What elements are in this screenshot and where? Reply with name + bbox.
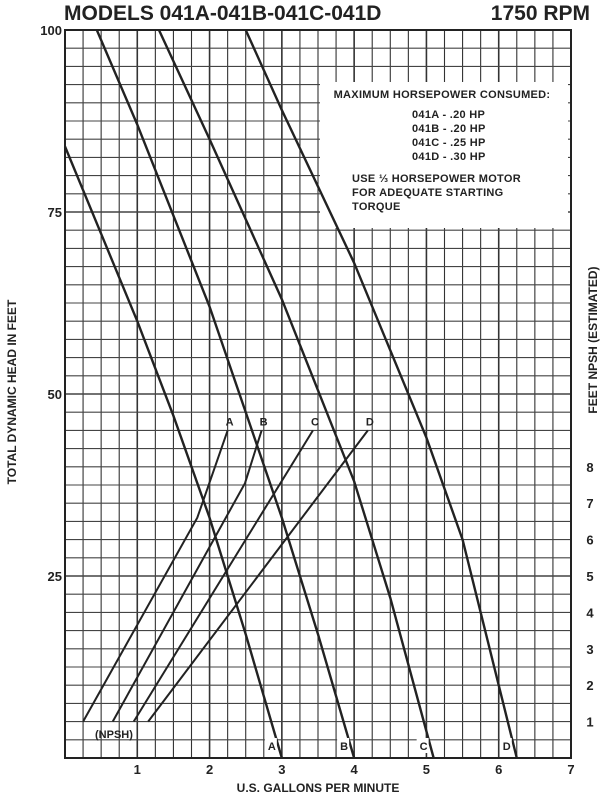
head-label-b: B <box>340 741 348 753</box>
x-tick-label: 6 <box>495 762 502 777</box>
npsh-label-b: B <box>260 416 268 428</box>
y2-axis-label: FEET NPSH (ESTIMATED) <box>586 266 600 413</box>
npsh-curve-c <box>132 429 314 723</box>
y2-tick-label: 3 <box>586 642 593 657</box>
motor-note-2: FOR ADEQUATE STARTING <box>352 187 504 199</box>
x-axis-label: U.S. GALLONS PER MINUTE <box>237 781 400 795</box>
annotation-box <box>320 82 568 228</box>
hp-row-c: 041C - .25 HP <box>412 137 486 149</box>
y-axis-label: TOTAL DYNAMIC HEAD IN FEET <box>5 299 19 484</box>
chart-title: MODELS 041A-041B-041C-041D <box>64 2 381 25</box>
x-tick-label: 5 <box>423 762 430 777</box>
y2-tick-label: 6 <box>586 533 593 548</box>
annotation: MAXIMUM HORSEPOWER CONSUMED: 041A - .20 … <box>334 89 551 213</box>
ticks: 1 2 3 4 5 6 7 25 50 75 100 1 2 3 4 5 6 7 8 <box>40 23 594 777</box>
head-label-bg <box>337 738 350 753</box>
y2-tick-label: 7 <box>586 496 593 511</box>
x-tick-label: 2 <box>206 762 213 777</box>
y2-tick-label: 1 <box>586 715 593 730</box>
x-tick-label: 7 <box>567 762 574 777</box>
hp-row-b: 041B - .20 HP <box>412 123 486 135</box>
npsh-curve-b <box>111 430 263 723</box>
npsh-curve-a <box>82 430 229 723</box>
y-tick-label: 50 <box>48 387 62 402</box>
y2-tick-label: 4 <box>586 605 594 620</box>
y2-tick-label: 8 <box>586 460 593 475</box>
x-tick-label: 4 <box>351 762 359 777</box>
npsh-label-c: C <box>311 416 319 428</box>
y2-tick-label: 5 <box>586 569 593 584</box>
grid <box>64 29 572 759</box>
y2-tick-label: 2 <box>586 678 593 693</box>
hp-row-d: 041D - .30 HP <box>412 151 486 163</box>
x-tick-label: 1 <box>134 762 141 777</box>
npsh-label: (NPSH) <box>95 729 133 741</box>
motor-note-3: TORQUE <box>352 201 401 213</box>
head-curve-c <box>157 29 435 759</box>
npsh-curve-d <box>147 429 369 723</box>
y-tick-label: 100 <box>40 23 62 38</box>
head-label-a: A <box>268 741 276 753</box>
head-curve-b <box>95 29 356 759</box>
head-curve-a <box>63 146 284 759</box>
motor-note-1: USE ⅓ HORSEPOWER MOTOR <box>352 173 521 185</box>
head-label-c: C <box>420 741 428 753</box>
head-label-bg <box>416 738 429 753</box>
hp-row-a: 041A - .20 HP <box>412 109 485 121</box>
x-tick-label: 3 <box>278 762 285 777</box>
head-label-d: D <box>503 741 511 753</box>
y-tick-label: 25 <box>48 569 62 584</box>
npsh-label-d: D <box>366 416 374 428</box>
series: A B C D A B C D <box>63 29 518 759</box>
head-curve-d <box>244 29 518 759</box>
head-label-bg <box>264 738 277 753</box>
head-label-bg <box>499 738 512 753</box>
plot-frame <box>64 29 572 759</box>
npsh-label-a: A <box>226 416 234 428</box>
y-tick-label: 75 <box>48 205 62 220</box>
annotation-heading: MAXIMUM HORSEPOWER CONSUMED: <box>334 89 551 101</box>
chart-subtitle: 1750 RPM <box>491 2 590 25</box>
